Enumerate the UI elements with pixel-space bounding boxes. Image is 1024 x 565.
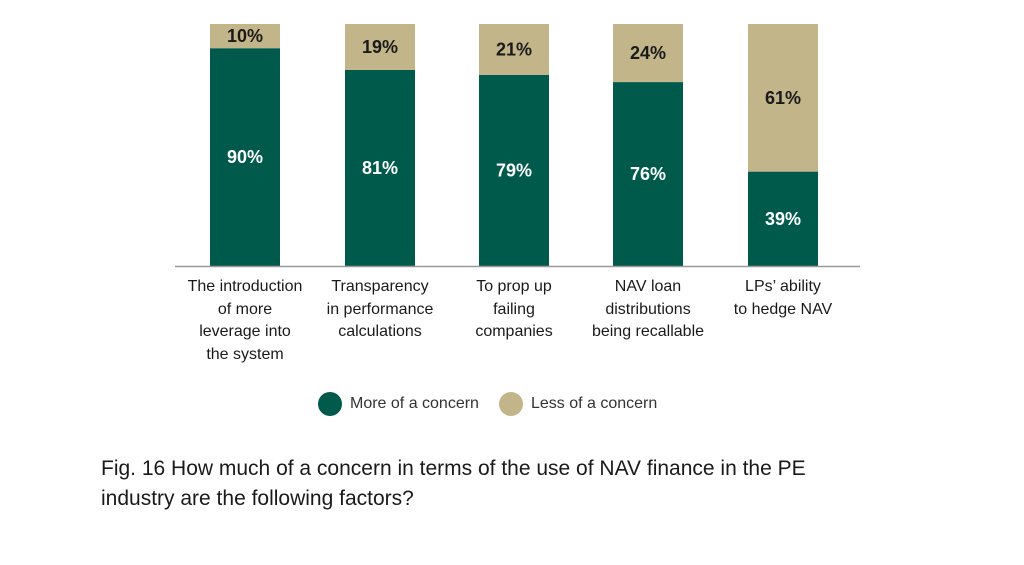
data-label-less-2: 21% (496, 39, 532, 59)
x-tick-label-1-line-1: in performance (326, 300, 434, 318)
bar-segment-less-1 (345, 24, 415, 70)
legend-label-more: More of a concern (350, 395, 479, 412)
data-label-more-3: 76% (630, 164, 666, 184)
legend-label-less: Less of a concern (530, 395, 658, 412)
data-label-less-3: 24% (630, 43, 666, 63)
stacked-bar-chart: 90% 10% 81% 19% 79% 21% 76% 24% 39% 61% (175, 24, 860, 268)
legend-swatch-less (498, 392, 523, 416)
bar-segment-more-1 (345, 69, 415, 266)
legend-item-more: More of a concern (318, 392, 479, 416)
x-tick-label-2: To prop up failing companies (444, 276, 584, 344)
data-label-less-4: 61% (765, 88, 801, 108)
x-tick-label-4: LPs’ ability to hedge NAV (713, 276, 853, 321)
x-tick-label-0-line-3: the system (206, 345, 284, 363)
x-tick-label-1-line-2: calculations (338, 323, 422, 340)
caption-line-1: Fig. 16 How much of a concern in terms o… (101, 457, 806, 480)
bar-segment-less-4 (748, 24, 818, 172)
x-tick-label-0: The introduction of more leverage into the … (175, 276, 315, 366)
caption-line-2: industry are the following factors? (101, 487, 414, 510)
x-tick-label-0-line-2: leverage into (199, 323, 291, 340)
x-tick-label-2-line-1: failing (493, 300, 535, 318)
x-tick-label-3-line-2: being recallable (591, 323, 705, 340)
figure-caption: Fig. 16 How much of a concern in terms o… (101, 454, 941, 514)
x-tick-label-0-line-0: The introduction (187, 278, 303, 295)
x-tick-label-3-line-0: NAV loan (614, 278, 682, 295)
data-label-more-4: 39% (765, 209, 801, 229)
legend-item-less: Less of a concern (498, 392, 658, 416)
data-label-less-1: 19% (362, 37, 398, 57)
bar-segment-more-4 (748, 171, 818, 266)
data-label-less-0: 10% (227, 26, 263, 46)
bar-segment-less-3 (613, 24, 683, 83)
x-tick-label-3-line-1: distributions (605, 300, 691, 318)
x-tick-label-2-line-2: companies (475, 323, 553, 340)
data-label-more-2: 79% (496, 160, 532, 180)
data-label-more-0: 90% (227, 147, 263, 167)
bar-segment-more-2 (479, 74, 549, 266)
bar-segment-more-3 (613, 82, 683, 266)
x-tick-label-0-line-1: of more (217, 300, 273, 318)
x-tick-label-2-line-0: To prop up (476, 278, 552, 295)
x-tick-label-1-line-0: Transparency (331, 278, 429, 295)
x-tick-label-3: NAV loan distributions being recallable (578, 276, 718, 344)
x-tick-label-4-line-1: to hedge NAV (733, 300, 833, 318)
data-label-more-1: 81% (362, 158, 398, 178)
x-tick-label-1: Transparency in performance calculations (310, 276, 450, 344)
bar-segment-more-0 (210, 48, 280, 267)
legend-swatch-more (318, 392, 342, 416)
x-tick-label-4-line-0: LPs’ ability (745, 278, 821, 295)
bar-segment-less-0 (210, 24, 280, 49)
legend: More of a concern Less of a concern (318, 390, 677, 418)
bar-segment-less-2 (479, 24, 549, 75)
